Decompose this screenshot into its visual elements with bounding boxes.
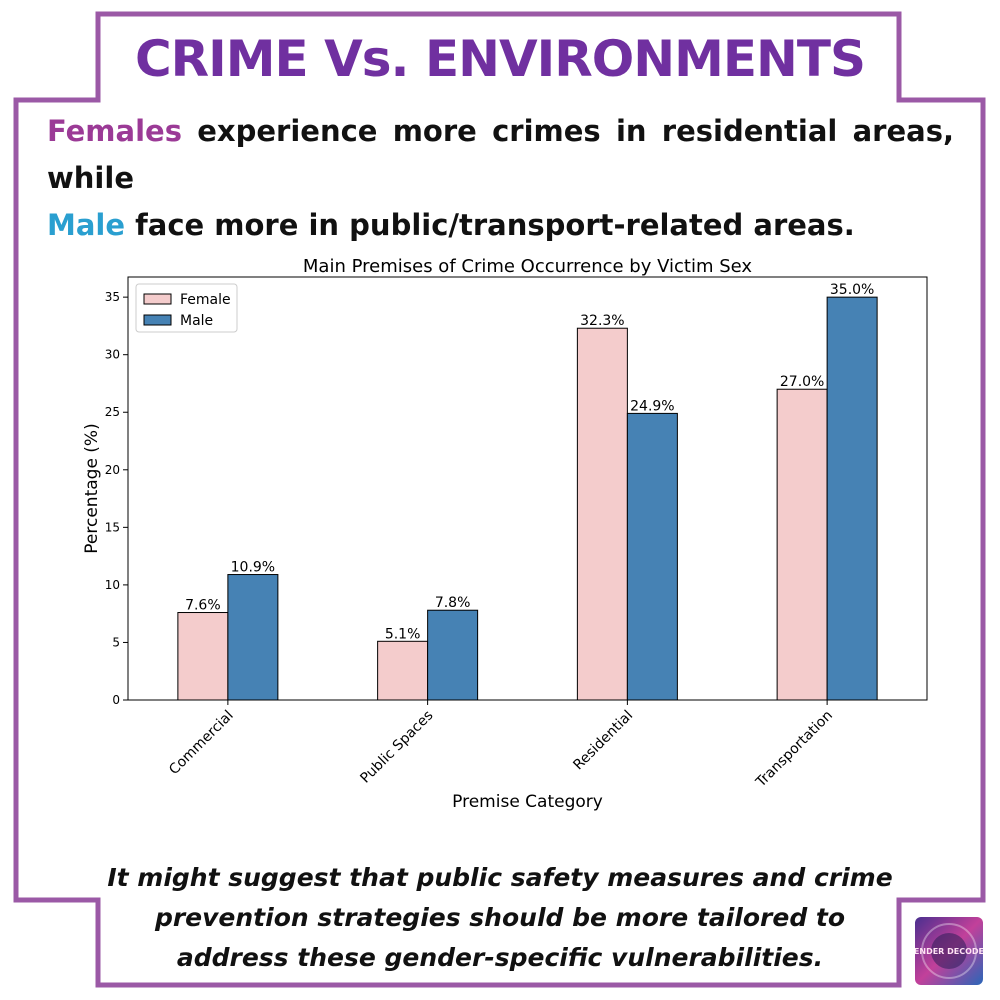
y-tick-label: 0	[112, 693, 120, 707]
x-tick-label: Commercial	[166, 708, 237, 779]
y-tick-label: 10	[105, 578, 120, 592]
intro-male-word: Male	[47, 208, 126, 242]
male-bar	[826, 296, 878, 701]
male-bar	[427, 609, 479, 701]
female-bar	[377, 640, 429, 701]
y-tick-label: 5	[112, 635, 120, 649]
logo-text: GENDER DECODED	[915, 947, 983, 956]
female-bar	[177, 612, 229, 701]
female-value-label: 32.3%	[580, 313, 624, 329]
legend-swatch-male	[143, 314, 172, 326]
y-tick-label: 20	[105, 463, 120, 477]
male-value-label: 7.8%	[435, 595, 471, 611]
female-bar	[576, 327, 628, 701]
y-tick-label: 35	[105, 290, 120, 304]
female-value-label: 5.1%	[385, 626, 421, 642]
male-value-label: 10.9%	[231, 560, 275, 576]
x-tick-label: Public Spaces	[357, 708, 436, 787]
female-value-label: 27.0%	[780, 374, 824, 390]
page-title: CRIME Vs. ENVIRONMENTS	[134, 30, 866, 88]
x-axis-label: Premise Category	[452, 792, 603, 812]
legend-label-male: Male	[180, 313, 213, 329]
male-bar	[626, 412, 678, 701]
y-tick-label: 25	[105, 405, 120, 419]
intro-line2: face more in public/transport-related ar…	[125, 208, 855, 242]
plot-frame	[127, 276, 928, 701]
legend-label-female: Female	[180, 292, 231, 308]
brand-logo: GENDER DECODED	[915, 917, 983, 985]
x-tick-label: Residential	[570, 708, 636, 774]
y-tick-label: 15	[105, 520, 120, 534]
male-value-label: 24.9%	[630, 398, 674, 414]
bar-chart: Main Premises of Crime Occurrence by Vic…	[82, 256, 928, 812]
chart-title: Main Premises of Crime Occurrence by Vic…	[303, 256, 753, 277]
male-bar	[227, 574, 279, 701]
female-value-label: 7.6%	[185, 598, 221, 614]
legend-swatch-female	[143, 293, 172, 305]
male-value-label: 35.0%	[830, 282, 874, 298]
female-bar	[776, 388, 828, 701]
intro-line1: experience more crimes in residential ar…	[47, 114, 954, 195]
intro-text: Females experience more crimes in reside…	[47, 108, 954, 249]
y-axis-label: Percentage (%)	[82, 423, 102, 553]
x-tick-label: Transportation	[752, 708, 836, 792]
conclusion-text: It might suggest that public safety meas…	[107, 863, 893, 972]
intro-female-word: Females	[47, 114, 182, 148]
frame-outline	[13, 11, 986, 988]
y-tick-label: 30	[105, 348, 120, 362]
